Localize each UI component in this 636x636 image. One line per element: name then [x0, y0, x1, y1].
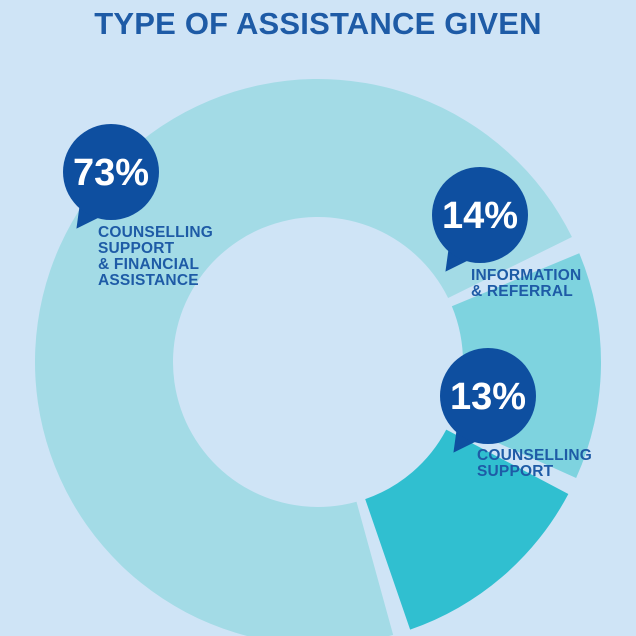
chart-title: TYPE OF ASSISTANCE GIVEN: [94, 6, 542, 41]
slice-label-counselling-financial: COUNSELLING SUPPORT & FINANCIAL ASSISTAN…: [98, 224, 214, 289]
slice-label-counselling-support: COUNSELLING SUPPORT: [477, 447, 593, 480]
pin-73-marker: 73%: [63, 124, 159, 229]
pin-14-value: 14%: [442, 195, 518, 237]
slice-counselling-support: [365, 429, 569, 630]
slice-label-information-referral: INFORMATION & REFERRAL: [471, 267, 582, 300]
pin-13-circle: [440, 348, 536, 444]
pin-13-marker: 13%: [440, 348, 536, 453]
pin-73-circle: [63, 124, 159, 220]
pin-14-circle: [432, 167, 528, 263]
pin-73-value: 73%: [73, 152, 149, 194]
pin-13-value: 13%: [450, 376, 526, 418]
value-pins: 73% 14% 13%: [63, 124, 536, 453]
pin-14-marker: 14%: [432, 167, 528, 272]
